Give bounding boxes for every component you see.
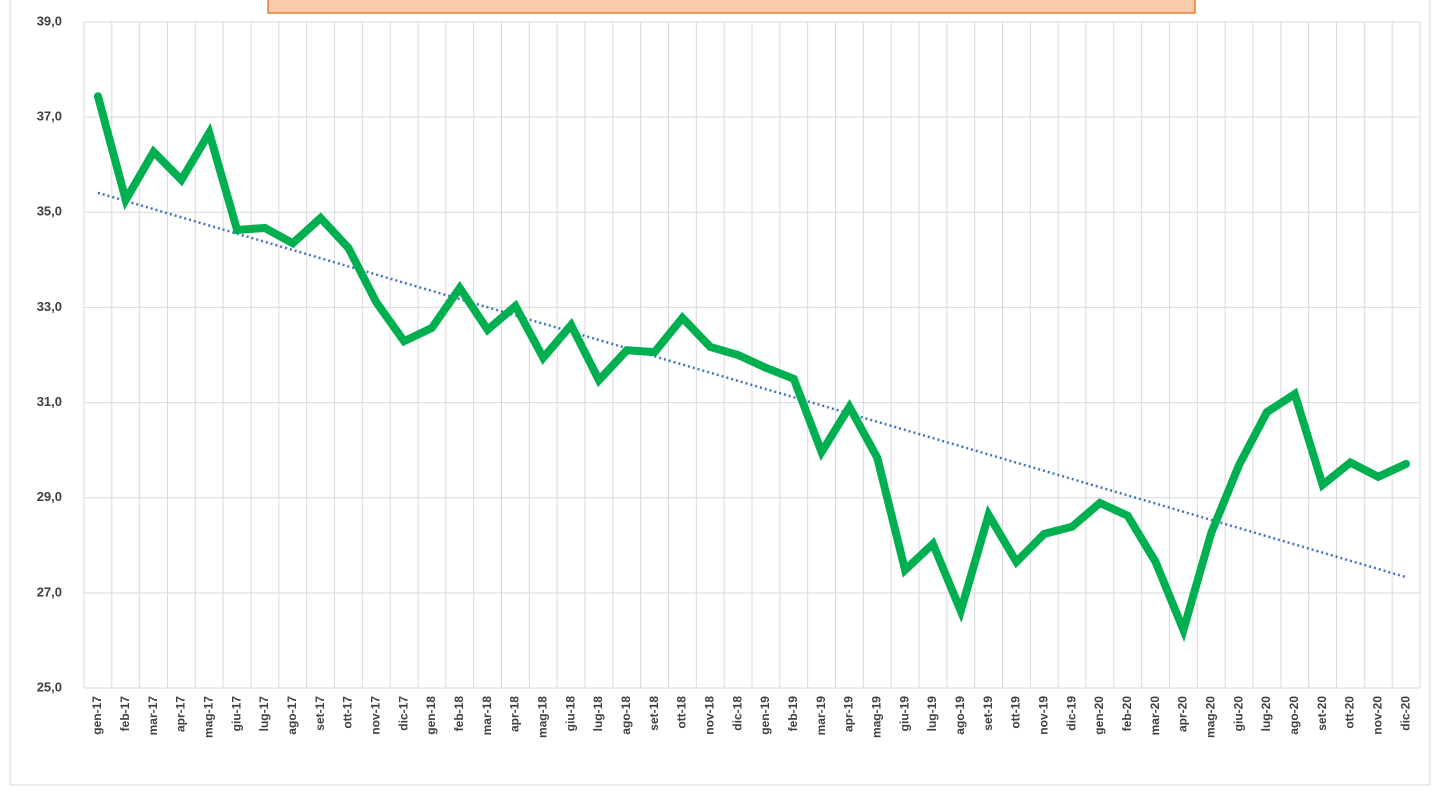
x-tick-label: dic-19: [1064, 696, 1078, 731]
x-tick-label: dic-17: [396, 696, 410, 731]
x-tick-label: lug-18: [591, 696, 605, 732]
trendline: [97, 191, 1407, 579]
x-tick-label: lug-17: [257, 696, 271, 732]
x-tick-label: ago-17: [285, 696, 299, 735]
x-tick-label: mar-18: [480, 696, 494, 736]
x-tick-label: nov-20: [1370, 696, 1384, 735]
x-tick-label: dic-18: [730, 696, 744, 731]
x-tick-label: ott-18: [675, 696, 689, 729]
x-tick-label: mar-20: [1148, 696, 1162, 736]
x-tick-label: ott-20: [1343, 696, 1357, 729]
x-tick-label: ott-17: [341, 696, 355, 729]
x-tick-label: set-19: [981, 696, 995, 731]
x-tick-label: feb-20: [1120, 696, 1134, 732]
x-tick-label: giu-18: [563, 696, 577, 732]
x-tick-label: nov-18: [702, 696, 716, 735]
title-box: [267, 0, 1196, 14]
x-tick-label: apr-20: [1176, 696, 1190, 732]
x-tick-label: ago-19: [953, 696, 967, 735]
x-tick-label: mar-19: [814, 696, 828, 736]
x-tick-label: mag-18: [535, 696, 549, 738]
y-tick-label: 39,0: [37, 13, 62, 28]
x-tick-label: apr-19: [842, 696, 856, 732]
x-tick-label: feb-17: [118, 696, 132, 732]
x-tick-label: nov-19: [1036, 696, 1050, 735]
y-tick-label: 33,0: [37, 299, 62, 314]
x-tick-label: giu-20: [1231, 696, 1245, 732]
y-tick-label: 27,0: [37, 584, 62, 599]
x-tick-label: nov-17: [368, 696, 382, 735]
x-tick-label: ago-18: [619, 696, 633, 735]
y-tick-label: 25,0: [37, 679, 62, 694]
x-tick-label: ott-19: [1009, 696, 1023, 729]
x-tick-label: gen-19: [758, 696, 772, 735]
x-tick-label: apr-17: [174, 696, 188, 732]
x-tick-label: feb-18: [452, 696, 466, 732]
x-tick-label: gen-17: [90, 696, 104, 735]
x-tick-label: mar-17: [146, 696, 160, 736]
y-tick-label: 35,0: [37, 204, 62, 219]
x-tick-label: lug-19: [925, 696, 939, 732]
x-tick-label: set-18: [647, 696, 661, 731]
x-tick-label: set-20: [1315, 696, 1329, 731]
x-tick-label: giu-19: [897, 696, 911, 732]
x-tick-label: giu-17: [229, 696, 243, 732]
chart-frame: [9, 0, 1431, 786]
x-tick-label: mag-20: [1203, 696, 1217, 738]
x-tick-label: set-17: [313, 696, 327, 731]
x-tick-label: lug-20: [1259, 696, 1273, 732]
x-tick-label: dic-20: [1398, 696, 1412, 731]
y-tick-label: 37,0: [37, 109, 62, 124]
y-tick-label: 29,0: [37, 489, 62, 504]
x-tick-label: mag-17: [201, 696, 215, 738]
x-tick-label: gen-18: [424, 696, 438, 735]
x-tick-label: feb-19: [786, 696, 800, 732]
y-tick-label: 31,0: [37, 394, 62, 409]
x-tick-label: gen-20: [1092, 696, 1106, 735]
x-tick-label: mag-19: [869, 696, 883, 738]
x-tick-label: apr-18: [508, 696, 522, 732]
x-tick-label: ago-20: [1287, 696, 1301, 735]
data-line: [93, 92, 1411, 643]
